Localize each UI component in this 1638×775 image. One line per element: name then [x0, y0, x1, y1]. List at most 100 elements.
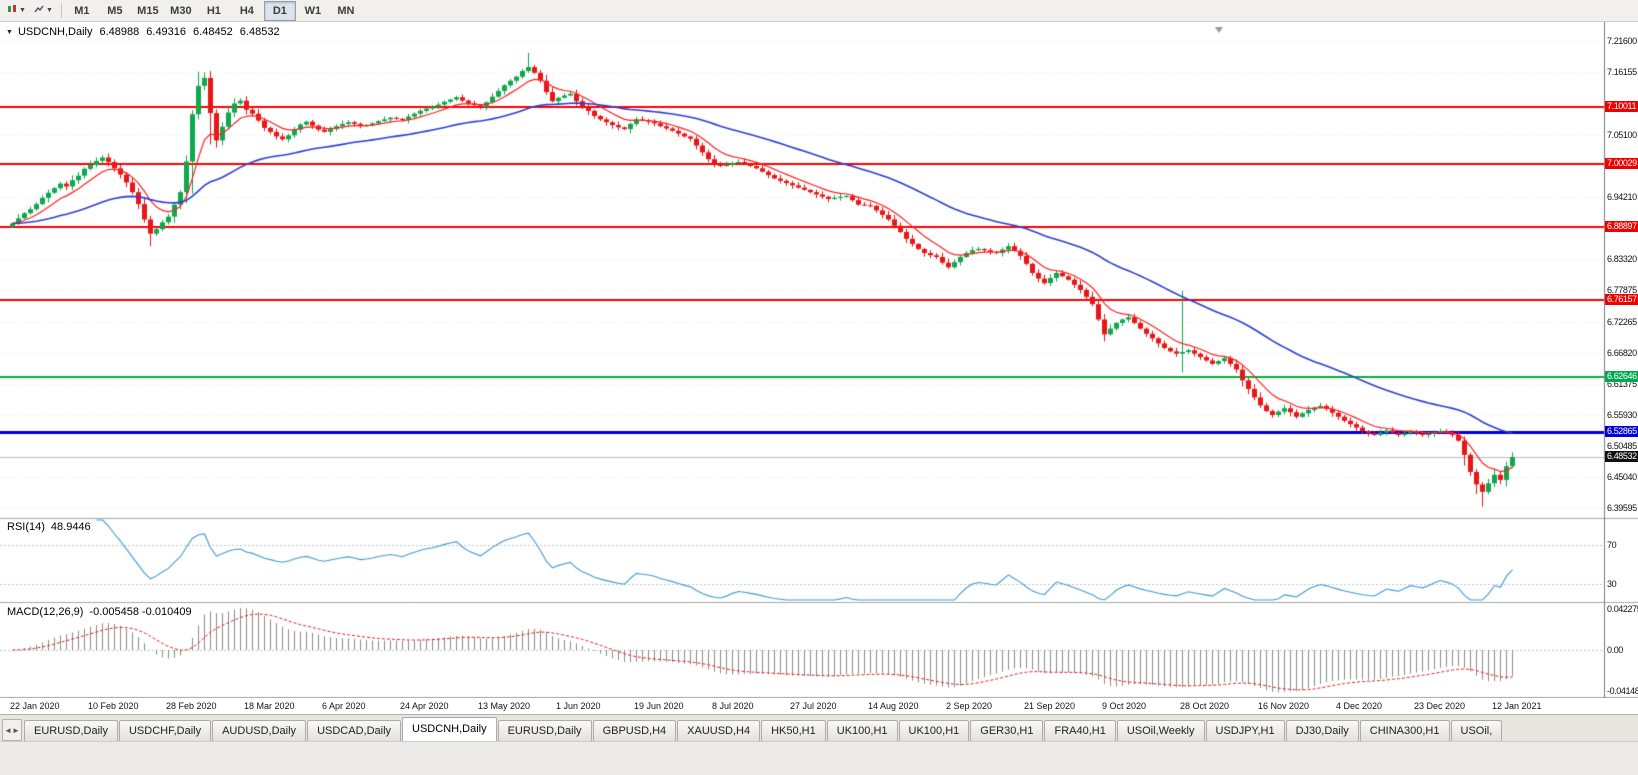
- time-axis-label: 6 Apr 2020: [322, 701, 366, 711]
- chart-symbol-label: USDCNH,Daily: [17, 26, 93, 38]
- chart-tab-bar: ◄► EURUSD,Daily USDCHF,Daily AUDUSD,Daily U…: [0, 714, 1638, 741]
- rsi-level-label: 30: [1607, 579, 1617, 589]
- rsi-value: 48.9446: [50, 521, 91, 533]
- chart-tab-eurusd-daily[interactable]: EURUSD,Daily: [497, 720, 592, 741]
- chart-tab-usoil-weekly[interactable]: USOil,Weekly: [1116, 720, 1205, 741]
- price-tick-label: 6.66820: [1607, 347, 1637, 358]
- price-line-tag: 6.88897: [1605, 221, 1638, 233]
- time-axis-label: 4 Dec 2020: [1336, 701, 1383, 711]
- macd-indicator-label: MACD(12,26,9) -0.005458 -0.010409: [7, 606, 192, 618]
- price-line-tag: 7.10011: [1605, 101, 1638, 113]
- price-line-tag: 7.00029: [1605, 158, 1638, 170]
- macd-level-label: 0.042275: [1607, 603, 1638, 614]
- timeframe-button-m15[interactable]: M15: [137, 4, 159, 17]
- time-axis-label: 16 Nov 2020: [1258, 701, 1310, 711]
- time-axis-label: 27 Jul 2020: [790, 701, 837, 711]
- chart-canvas[interactable]: [0, 22, 1638, 698]
- price-tick-label: 6.61375: [1607, 378, 1637, 389]
- timeframe-button-m1[interactable]: M1: [74, 4, 90, 17]
- rsi-level-label: 70: [1607, 540, 1617, 550]
- price-tick-label: 7.16155: [1607, 67, 1637, 78]
- time-axis-label: 24 Apr 2020: [400, 701, 449, 711]
- price-tick-label: 6.72265: [1607, 317, 1637, 327]
- chart-tab-china300-h1[interactable]: CHINA300,H1: [1359, 720, 1450, 741]
- price-tick-label: 7.05100: [1607, 130, 1637, 141]
- zoom-menu-button[interactable]: ▼: [30, 1, 57, 21]
- price-tick-label: 6.77875: [1607, 285, 1637, 296]
- macd-level-label: 0.00: [1607, 645, 1623, 655]
- time-axis-label: 9 Oct 2020: [1102, 701, 1147, 711]
- top-toolbar: ▼ ▼ M1 M5 M15 M30 H1 H4 D1 W1 MN: [0, 0, 1638, 22]
- line-chart-icon: [34, 2, 44, 20]
- timeframe-button-w1[interactable]: W1: [304, 4, 322, 17]
- bottom-strip: [0, 741, 1638, 775]
- chart-tab-audusd-daily[interactable]: AUDUSD,Daily: [212, 720, 307, 741]
- price-tick-label: 6.39595: [1607, 502, 1637, 513]
- chart-tab-ger30-h1[interactable]: GER30,H1: [970, 720, 1044, 741]
- time-axis-label: 10 Feb 2020: [88, 701, 139, 711]
- chart-tab-usoil-[interactable]: USOil,: [1450, 720, 1503, 741]
- chart-tab-gbpusd-h4[interactable]: GBPUSD,H4: [592, 720, 677, 741]
- time-axis-label: 13 May 2020: [478, 701, 531, 711]
- chart-tab-usdchf-daily[interactable]: USDCHF,Daily: [118, 720, 212, 741]
- candlestick-chart-icon: [7, 2, 17, 20]
- toolbar-separator: [60, 3, 62, 18]
- chart-tab-dj30-daily[interactable]: DJ30,Daily: [1285, 720, 1359, 741]
- chart-tab-hk50-h1[interactable]: HK50,H1: [761, 720, 826, 741]
- price-line-tag: 6.52865: [1605, 426, 1638, 438]
- time-axis-label: 28 Oct 2020: [1180, 701, 1230, 711]
- time-axis-label: 14 Aug 2020: [868, 701, 919, 711]
- chart-tab-fra40-h1[interactable]: FRA40,H1: [1044, 720, 1116, 741]
- timeframe-toolbar: M1 M5 M15 M30 H1 H4 D1 W1 MN: [66, 0, 363, 21]
- ohlc-open: 6.48988: [99, 26, 140, 38]
- macd-values: -0.005458 -0.010409: [89, 606, 192, 618]
- current-price-tag: 6.48532: [1605, 450, 1638, 462]
- rsi-name: RSI(14): [7, 521, 45, 533]
- chevron-down-icon: ▼: [19, 7, 26, 14]
- chevron-down-icon[interactable]: ▼: [6, 28, 13, 36]
- time-axis-label: 19 Jun 2020: [634, 701, 684, 711]
- timeframe-button-m5[interactable]: M5: [107, 4, 123, 17]
- time-axis-label: 18 Mar 2020: [244, 701, 295, 711]
- timeframe-button-h1[interactable]: H1: [206, 4, 221, 17]
- time-axis-label: 21 Sep 2020: [1024, 701, 1076, 711]
- timeframe-button-mn[interactable]: MN: [337, 4, 355, 17]
- time-axis-label: 12 Jan 2021: [1492, 701, 1542, 711]
- ohlc-close: 6.48532: [239, 26, 280, 38]
- timeframe-button-d1[interactable]: D1: [263, 0, 296, 21]
- time-axis-label: 2 Sep 2020: [946, 701, 993, 711]
- price-tick-label: 6.55930: [1607, 409, 1637, 420]
- price-tick-label: 6.94210: [1607, 192, 1637, 203]
- ohlc-low: 6.48452: [193, 26, 233, 38]
- chevron-down-icon: ▼: [45, 7, 53, 14]
- chart-type-button[interactable]: ▼: [3, 1, 30, 21]
- time-axis-label: 23 Dec 2020: [1414, 701, 1466, 711]
- macd-name: MACD(12,26,9): [7, 606, 84, 618]
- ohlc-high: 6.49316: [146, 26, 187, 38]
- chart-tab-usdcnh-daily[interactable]: USDCNH,Daily: [402, 717, 497, 741]
- rsi-indicator-label: RSI(14) 48.9446: [7, 521, 91, 533]
- macd-level-label: -0.04148: [1607, 685, 1638, 696]
- price-tick-label: 7.21600: [1607, 36, 1637, 47]
- price-tick-label: 6.50485: [1607, 440, 1637, 451]
- price-line-tag: 6.76157: [1605, 293, 1638, 305]
- chart-tab-eurusd-daily[interactable]: EURUSD,Daily: [24, 720, 118, 741]
- time-axis-label: 28 Feb 2020: [166, 701, 217, 711]
- chart-tab-uk100-h1[interactable]: UK100,H1: [898, 720, 970, 741]
- tab-scroll-button[interactable]: ◄►: [2, 719, 22, 741]
- chart-symbol-header: ▼ USDCNH,Daily 6.48988 6.49316 6.48452 6…: [6, 26, 280, 38]
- price-line-tag: 6.62646: [1605, 370, 1638, 382]
- timeframe-button-h4[interactable]: H4: [239, 4, 254, 17]
- price-tick-label: 6.45040: [1607, 471, 1637, 482]
- timeframe-button-m30[interactable]: M30: [170, 4, 192, 17]
- time-axis-label: 22 Jan 2020: [10, 701, 60, 711]
- price-axis[interactable]: 7.21600 7.16155 7.05100 6.94210 6.83320 6.778…: [1604, 22, 1638, 698]
- time-axis-label: 8 Jul 2020: [712, 701, 754, 711]
- chart-tab-usdjpy-h1[interactable]: USDJPY,H1: [1205, 720, 1285, 741]
- chart-tab-xauusd-h4[interactable]: XAUUSD,H4: [677, 720, 761, 741]
- price-tick-label: 6.83320: [1607, 254, 1637, 265]
- time-axis-label: 1 Jun 2020: [556, 701, 601, 711]
- time-axis[interactable]: 22 Jan 2020 10 Feb 2020 28 Feb 2020 18 Mar …: [0, 698, 1638, 714]
- chart-tab-usdcad-daily[interactable]: USDCAD,Daily: [307, 720, 402, 741]
- chart-tab-uk100-h1[interactable]: UK100,H1: [826, 720, 898, 741]
